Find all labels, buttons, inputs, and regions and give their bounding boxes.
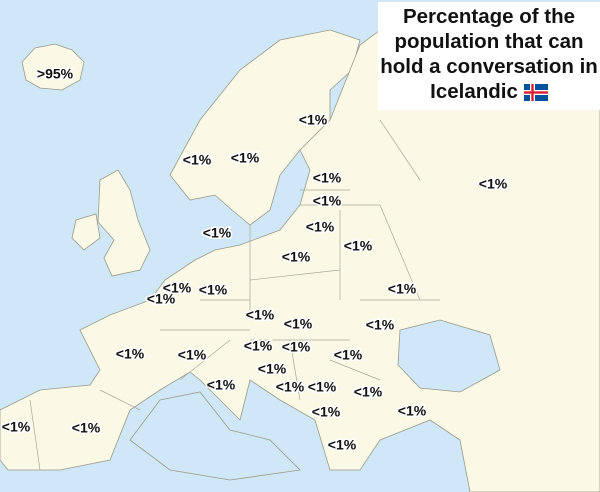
country-label: <1%	[479, 176, 508, 192]
country-label: <1%	[203, 225, 232, 241]
country-label: <1%	[313, 170, 342, 186]
country-label: <1%	[328, 437, 357, 453]
country-label: <1%	[299, 112, 328, 128]
black-sea	[397, 319, 501, 393]
country-label: <1%	[178, 347, 207, 363]
country-label: <1%	[183, 152, 212, 168]
country-label: <1%	[306, 219, 335, 235]
country-label: <1%	[334, 347, 363, 363]
britain	[71, 169, 151, 277]
country-label: <1%	[147, 291, 176, 307]
country-label: <1%	[344, 238, 373, 254]
country-label: <1%	[308, 379, 337, 395]
country-label: <1%	[284, 316, 313, 332]
country-label: >95%	[37, 66, 74, 82]
mediterranean	[129, 391, 301, 481]
country-label: <1%	[258, 361, 287, 377]
country-label: <1%	[276, 379, 305, 395]
country-label: <1%	[163, 280, 192, 296]
country-label: <1%	[2, 419, 31, 435]
country-label: <1%	[72, 420, 101, 436]
country-label: <1%	[246, 307, 275, 323]
country-label: <1%	[354, 384, 383, 400]
country-label: <1%	[231, 150, 260, 166]
title: Percentage of the population that can ho…	[380, 5, 598, 103]
country-label: <1%	[388, 281, 417, 297]
country-label: <1%	[199, 282, 228, 298]
country-label: <1%	[312, 404, 341, 420]
country-label: <1%	[116, 346, 145, 362]
country-label: <1%	[398, 403, 427, 419]
iceland	[21, 43, 85, 91]
country-label: <1%	[282, 339, 311, 355]
country-label: <1%	[244, 338, 273, 354]
title-box: Percentage of the population that can ho…	[378, 2, 600, 110]
country-label: <1%	[366, 317, 395, 333]
country-label: <1%	[282, 249, 311, 265]
borders	[29, 119, 440, 471]
country-label: <1%	[313, 193, 342, 209]
flag-icon	[523, 84, 548, 102]
country-label: <1%	[207, 377, 236, 393]
